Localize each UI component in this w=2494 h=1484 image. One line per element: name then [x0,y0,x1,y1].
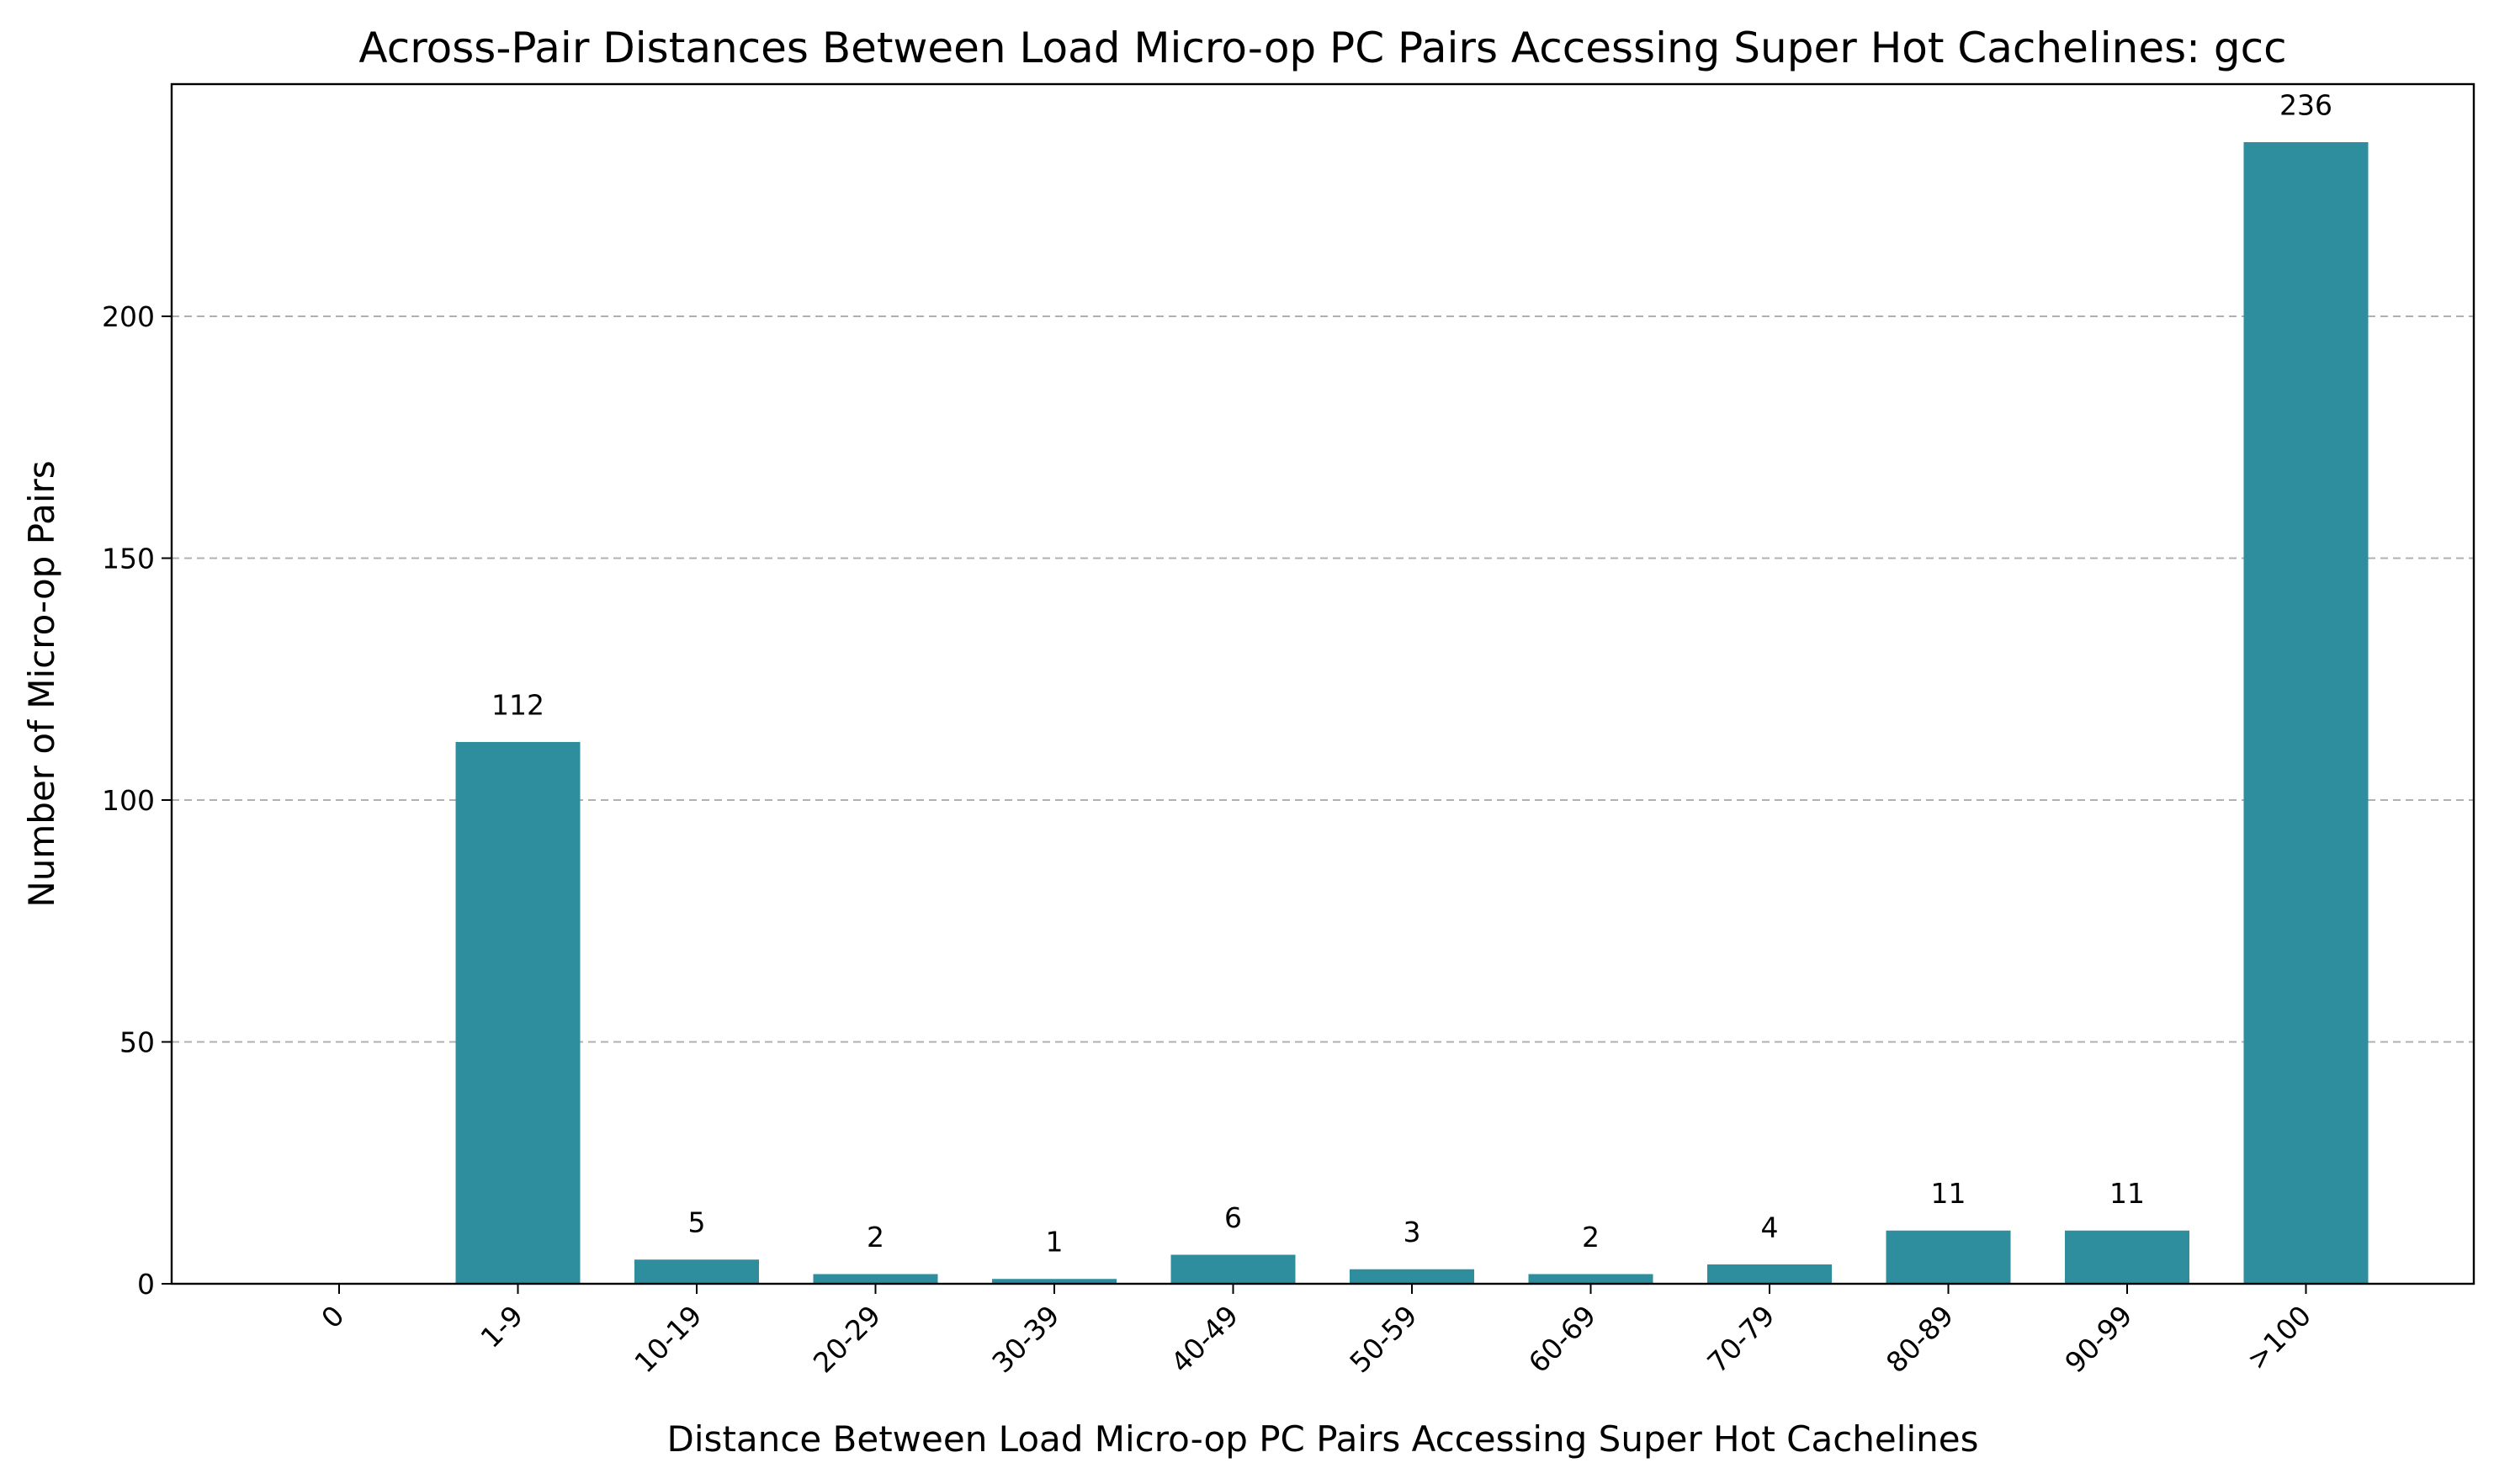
y-axis-label: Number of Micro-op Pairs [21,460,62,907]
x-tick-label: 70-79 [1701,1299,1780,1379]
x-axis: 0 1-9 10-19 20-29 30-39 40-49 50-59 60-69 70-79 8… [315,1284,2317,1379]
y-tick-label: 150 [102,543,155,575]
bar [1350,1269,1474,1284]
x-tick-label: 60-69 [1522,1299,1602,1379]
bar-value-label: 5 [688,1206,706,1239]
x-tick-label: 1-9 [474,1299,529,1354]
x-tick-label: 30-39 [985,1299,1065,1379]
y-tick-label: 100 [102,784,155,817]
x-tick-label: 20-29 [807,1299,887,1379]
bar [1528,1274,1653,1284]
x-axis-label: Distance Between Load Micro-op PC Pairs … [667,1418,1979,1460]
y-tick-label: 50 [119,1026,155,1059]
bars [455,142,2369,1284]
plot-frame [170,82,2475,1285]
bar [1707,1264,1832,1284]
x-tick-label: >100 [2240,1299,2317,1376]
x-tick-label: 10-19 [628,1299,708,1379]
bar [1170,1254,1296,1284]
bar-value-label: 1 [1046,1226,1064,1259]
y-axis: 0 50 100 150 200 [102,300,172,1301]
x-tick-label: 40-49 [1165,1299,1244,1379]
x-tick-label: 80-89 [1880,1299,1960,1379]
y-tick-label: 0 [137,1268,155,1301]
x-tick-label: 90-99 [2058,1299,2138,1379]
bar [992,1279,1117,1284]
bar [813,1274,938,1284]
bar-value-label: 11 [1931,1177,1966,1210]
y-tick-label: 200 [102,300,155,333]
bar [1886,1230,2011,1284]
bar-value-labels: 112 5 2 1 6 3 2 4 11 11 236 [491,88,2332,1258]
bar-value-label: 6 [1224,1201,1242,1234]
x-tick-label: 0 [315,1299,350,1334]
chart-title: Across-Pair Distances Between Load Micro… [358,24,2286,72]
bar-value-label: 236 [2279,88,2332,121]
bar [634,1259,759,1284]
bar [2065,1230,2189,1284]
bar-value-label: 4 [1761,1211,1779,1243]
bar-value-label: 2 [867,1221,884,1253]
bar [455,742,581,1284]
bar-value-label: 2 [1582,1221,1600,1253]
bar-value-label: 11 [2109,1177,2145,1210]
bar-value-label: 112 [491,688,544,721]
bar-value-label: 3 [1404,1216,1421,1248]
bar [2243,142,2369,1284]
x-tick-label: 50-59 [1343,1299,1423,1379]
